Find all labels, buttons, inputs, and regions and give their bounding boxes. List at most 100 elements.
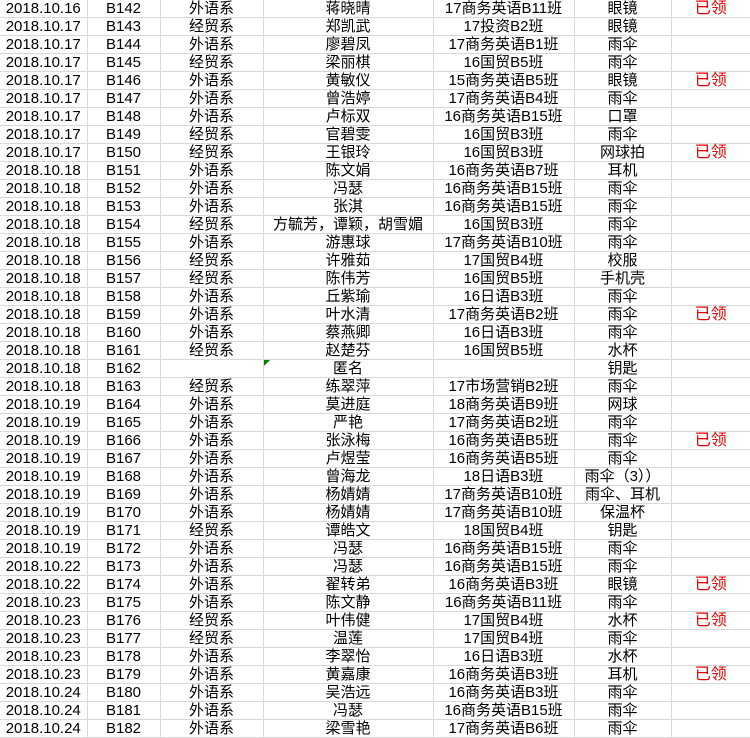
id-cell[interactable]: B156 <box>87 251 161 270</box>
id-cell[interactable]: B177 <box>87 629 161 648</box>
item-cell[interactable]: 眼镜 <box>574 17 672 36</box>
status-cell[interactable] <box>671 467 750 486</box>
department-cell[interactable]: 外语系 <box>160 395 264 414</box>
date-cell[interactable]: 2018.10.17 <box>0 53 88 72</box>
status-cell[interactable] <box>671 647 750 666</box>
department-cell[interactable]: 经贸系 <box>160 143 264 162</box>
name-cell[interactable]: 蒋晓晴 <box>263 0 434 18</box>
name-cell[interactable]: 冯瑟 <box>263 701 434 720</box>
name-cell[interactable]: 曾海龙 <box>263 467 434 486</box>
id-cell[interactable]: B173 <box>87 557 161 576</box>
status-cell[interactable] <box>671 557 750 576</box>
class-cell[interactable]: 16国贸B3班 <box>433 215 575 234</box>
class-cell[interactable]: 17商务英语B4班 <box>433 89 575 108</box>
name-cell[interactable]: 曾浩婷 <box>263 89 434 108</box>
id-cell[interactable]: B182 <box>87 719 161 738</box>
item-cell[interactable]: 雨伞 <box>574 233 672 252</box>
item-cell[interactable]: 口罩 <box>574 107 672 126</box>
class-cell[interactable]: 17市场营销B2班 <box>433 377 575 396</box>
item-cell[interactable]: 雨伞、耳机 <box>574 485 672 504</box>
id-cell[interactable]: B146 <box>87 71 161 90</box>
status-cell[interactable] <box>671 341 750 360</box>
name-cell[interactable]: 陈文静 <box>263 593 434 612</box>
status-cell[interactable] <box>671 449 750 468</box>
name-cell[interactable]: 翟转弟 <box>263 575 434 594</box>
department-cell[interactable]: 经贸系 <box>160 611 264 630</box>
class-cell[interactable]: 17投资B2班 <box>433 17 575 36</box>
name-cell[interactable]: 陈伟芳 <box>263 269 434 288</box>
class-cell[interactable]: 16国贸B3班 <box>433 143 575 162</box>
name-cell[interactable]: 张泳梅 <box>263 431 434 450</box>
id-cell[interactable]: B152 <box>87 179 161 198</box>
id-cell[interactable]: B148 <box>87 107 161 126</box>
id-cell[interactable]: B142 <box>87 0 161 18</box>
class-cell[interactable]: 16国贸B3班 <box>433 125 575 144</box>
date-cell[interactable]: 2018.10.18 <box>0 197 88 216</box>
department-cell[interactable]: 外语系 <box>160 719 264 738</box>
department-cell[interactable]: 经贸系 <box>160 125 264 144</box>
id-cell[interactable]: B164 <box>87 395 161 414</box>
class-cell[interactable]: 17商务英语B2班 <box>433 305 575 324</box>
department-cell[interactable]: 经贸系 <box>160 269 264 288</box>
class-cell[interactable]: 16国贸B5班 <box>433 269 575 288</box>
class-cell[interactable]: 16商务英语B15班 <box>433 107 575 126</box>
item-cell[interactable]: 校服 <box>574 251 672 270</box>
name-cell[interactable]: 卢煜莹 <box>263 449 434 468</box>
class-cell[interactable]: 17商务英语B10班 <box>433 503 575 522</box>
date-cell[interactable]: 2018.10.19 <box>0 413 88 432</box>
item-cell[interactable]: 雨伞（3）） <box>574 467 672 486</box>
class-cell[interactable]: 16商务英语B3班 <box>433 665 575 684</box>
id-cell[interactable]: B160 <box>87 323 161 342</box>
id-cell[interactable]: B168 <box>87 467 161 486</box>
status-cell[interactable] <box>671 629 750 648</box>
id-cell[interactable]: B175 <box>87 593 161 612</box>
class-cell[interactable]: 18商务英语B9班 <box>433 395 575 414</box>
date-cell[interactable]: 2018.10.17 <box>0 71 88 90</box>
date-cell[interactable]: 2018.10.23 <box>0 611 88 630</box>
id-cell[interactable]: B176 <box>87 611 161 630</box>
name-cell[interactable]: 冯瑟 <box>263 539 434 558</box>
date-cell[interactable]: 2018.10.17 <box>0 17 88 36</box>
status-cell[interactable] <box>671 413 750 432</box>
id-cell[interactable]: B161 <box>87 341 161 360</box>
item-cell[interactable]: 雨伞 <box>574 431 672 450</box>
id-cell[interactable]: B169 <box>87 485 161 504</box>
item-cell[interactable]: 雨伞 <box>574 557 672 576</box>
class-cell[interactable]: 16商务英语B5班 <box>433 431 575 450</box>
date-cell[interactable]: 2018.10.23 <box>0 593 88 612</box>
name-cell[interactable]: 张淇 <box>263 197 434 216</box>
date-cell[interactable]: 2018.10.18 <box>0 233 88 252</box>
id-cell[interactable]: B154 <box>87 215 161 234</box>
class-cell[interactable]: 16国贸B5班 <box>433 341 575 360</box>
class-cell[interactable] <box>433 359 575 378</box>
name-cell[interactable]: 冯瑟 <box>263 179 434 198</box>
class-cell[interactable]: 17国贸B4班 <box>433 629 575 648</box>
department-cell[interactable]: 经贸系 <box>160 629 264 648</box>
item-cell[interactable]: 雨伞 <box>574 413 672 432</box>
department-cell[interactable]: 外语系 <box>160 431 264 450</box>
department-cell[interactable]: 经贸系 <box>160 53 264 72</box>
name-cell[interactable]: 卢标双 <box>263 107 434 126</box>
class-cell[interactable]: 16商务英语B15班 <box>433 539 575 558</box>
date-cell[interactable]: 2018.10.24 <box>0 701 88 720</box>
item-cell[interactable]: 眼镜 <box>574 71 672 90</box>
date-cell[interactable]: 2018.10.19 <box>0 521 88 540</box>
date-cell[interactable]: 2018.10.18 <box>0 251 88 270</box>
class-cell[interactable]: 17商务英语B1班 <box>433 35 575 54</box>
item-cell[interactable]: 雨伞 <box>574 35 672 54</box>
date-cell[interactable]: 2018.10.18 <box>0 359 88 378</box>
department-cell[interactable]: 经贸系 <box>160 215 264 234</box>
department-cell[interactable]: 外语系 <box>160 89 264 108</box>
item-cell[interactable]: 手机壳 <box>574 269 672 288</box>
item-cell[interactable]: 钥匙 <box>574 521 672 540</box>
date-cell[interactable]: 2018.10.17 <box>0 125 88 144</box>
name-cell[interactable]: 廖碧凤 <box>263 35 434 54</box>
item-cell[interactable]: 雨伞 <box>574 629 672 648</box>
status-cell[interactable] <box>671 485 750 504</box>
id-cell[interactable]: B167 <box>87 449 161 468</box>
id-cell[interactable]: B150 <box>87 143 161 162</box>
name-cell[interactable]: 赵楚芬 <box>263 341 434 360</box>
id-cell[interactable]: B170 <box>87 503 161 522</box>
item-cell[interactable]: 雨伞 <box>574 125 672 144</box>
class-cell[interactable]: 16日语B3班 <box>433 647 575 666</box>
